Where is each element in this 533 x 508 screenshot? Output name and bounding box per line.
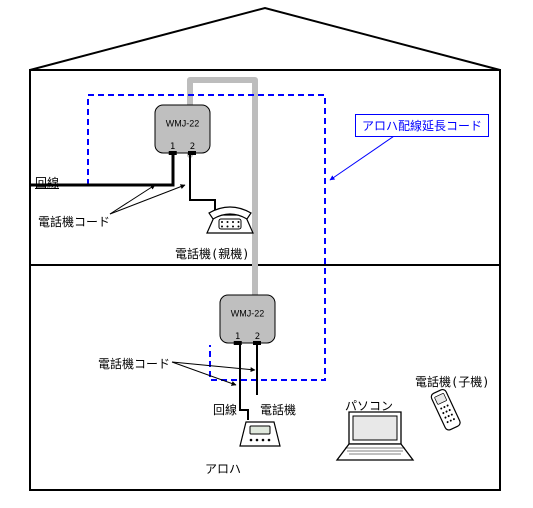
label-phone-child: 電話機(子機)	[415, 375, 489, 389]
svg-text:2: 2	[190, 142, 195, 152]
label-phone: 電話機	[260, 403, 296, 417]
leader-ext-cord	[330, 132, 400, 180]
label-extension-cord-box: アロハ配線延長コード	[355, 114, 489, 137]
house-roof	[30, 8, 500, 70]
label-phone-cord-lower: 電話機コード	[98, 357, 170, 371]
svg-text:1: 1	[235, 332, 240, 342]
phone-cord-lower-left	[240, 345, 248, 420]
label-aloha: アロハ	[205, 462, 241, 476]
svg-text:WMJ-22: WMJ-22	[166, 119, 200, 129]
diagram-svg: WMJ-22 1 2 WMJ-22 1 2	[0, 0, 533, 508]
label-pc: パソコン	[345, 399, 393, 413]
label-phone-parent: 電話機(親機)	[175, 247, 249, 261]
svg-text:WMJ-22: WMJ-22	[231, 309, 265, 319]
label-line: 回線	[35, 176, 59, 190]
desk-phone-icon	[207, 207, 253, 233]
svg-text:1: 1	[170, 142, 175, 152]
phone-cord-upper	[190, 155, 215, 220]
svg-text:2: 2	[255, 332, 260, 342]
diagram-canvas: WMJ-22 1 2 WMJ-22 1 2 アロハ配線延長コード 回線 電話機コード 電…	[0, 0, 533, 508]
aloha-device-icon	[240, 422, 280, 446]
handset-icon	[430, 388, 461, 431]
splitter-device-top: WMJ-22 1 2	[155, 105, 210, 155]
label-line-2: 回線	[213, 403, 237, 417]
label-phone-cord-upper: 電話機コード	[38, 215, 110, 229]
splitter-device-bottom: WMJ-22 1 2	[220, 295, 275, 345]
laptop-icon	[337, 412, 413, 460]
